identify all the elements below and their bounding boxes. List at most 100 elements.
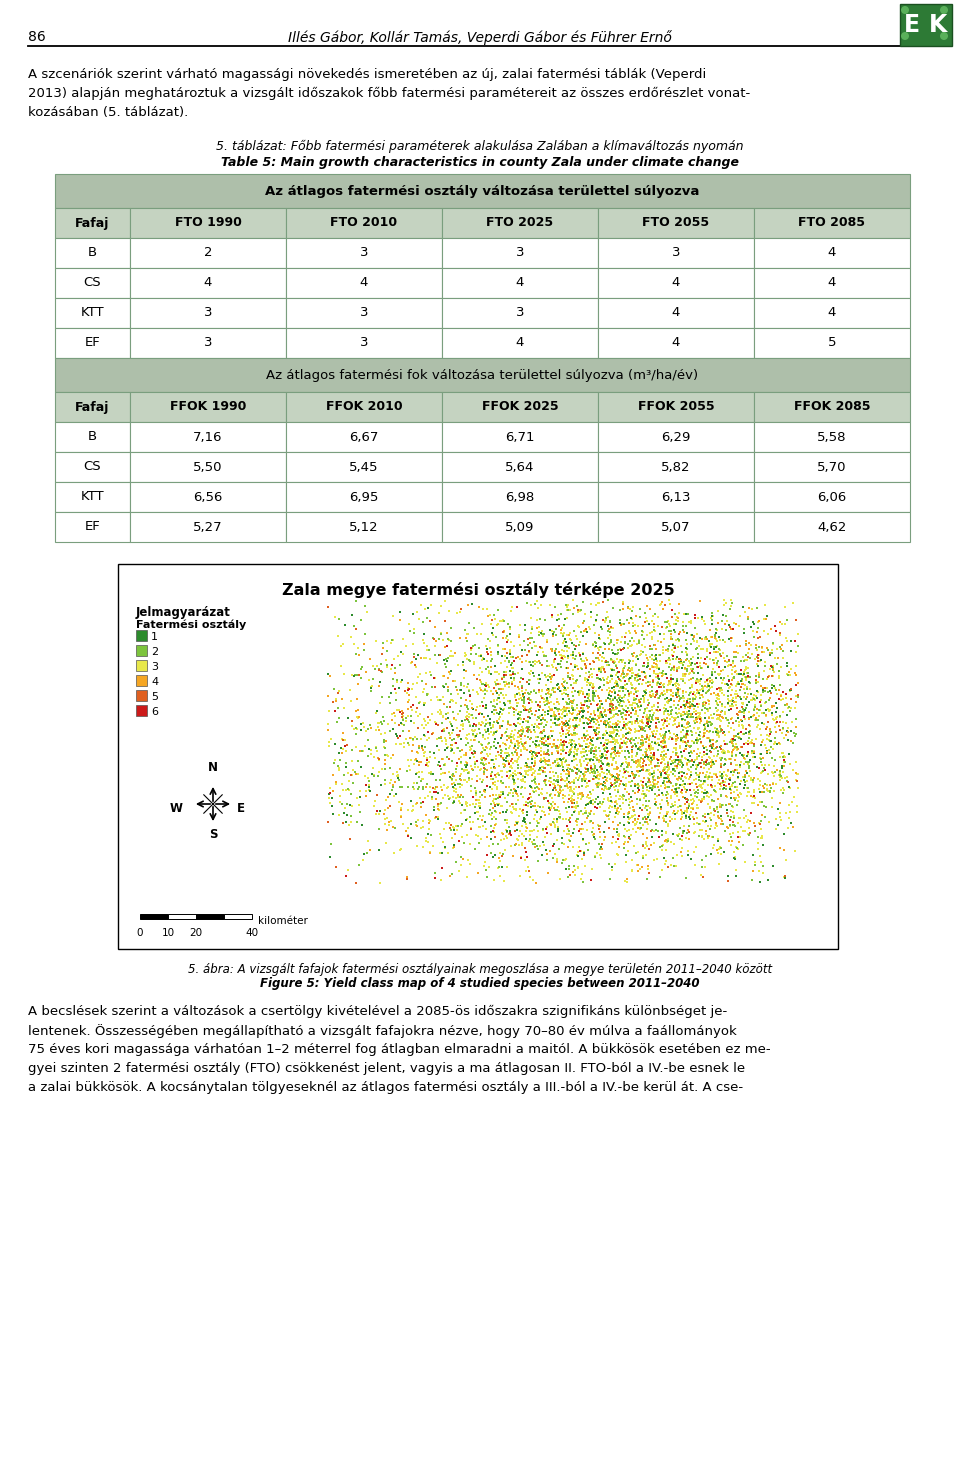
Point <box>699 680 714 703</box>
Point <box>712 746 728 770</box>
Point <box>565 758 581 782</box>
Point <box>663 699 679 723</box>
Point <box>413 795 428 819</box>
Point <box>697 770 712 794</box>
Point <box>726 611 741 635</box>
Point <box>429 712 444 736</box>
Point <box>582 715 597 739</box>
Point <box>724 727 739 751</box>
Point <box>563 689 578 712</box>
Point <box>681 797 696 821</box>
Point <box>566 729 582 752</box>
Point <box>562 779 577 803</box>
Point <box>568 671 584 695</box>
Point <box>412 752 427 776</box>
Point <box>658 696 673 720</box>
Point <box>441 678 456 702</box>
Point <box>688 702 704 726</box>
Point <box>526 807 541 831</box>
Point <box>384 657 399 681</box>
Point <box>581 689 596 712</box>
Point <box>661 769 677 792</box>
Point <box>732 806 747 830</box>
Text: 5: 5 <box>151 692 158 702</box>
Point <box>723 787 738 810</box>
Point <box>372 671 388 695</box>
Point <box>574 657 589 681</box>
Point <box>492 785 507 809</box>
Point <box>654 671 669 695</box>
Point <box>699 692 714 715</box>
Point <box>640 804 656 828</box>
Point <box>592 695 608 718</box>
Point <box>476 760 492 784</box>
Point <box>378 729 394 752</box>
Point <box>550 795 565 819</box>
Point <box>324 787 340 810</box>
Point <box>634 738 649 761</box>
Point <box>499 812 515 835</box>
Point <box>658 776 673 800</box>
Point <box>783 687 799 711</box>
Point <box>691 812 707 835</box>
Point <box>494 610 510 634</box>
Point <box>514 674 529 697</box>
Point <box>516 717 531 741</box>
Point <box>706 649 721 672</box>
Point <box>387 841 402 865</box>
Point <box>640 746 656 770</box>
Point <box>556 730 571 754</box>
Point <box>701 764 716 788</box>
Point <box>460 695 475 718</box>
Point <box>704 733 719 757</box>
Point <box>754 761 769 785</box>
Point <box>678 764 693 788</box>
Point <box>590 692 606 715</box>
Point <box>503 663 518 687</box>
Point <box>331 607 347 631</box>
Point <box>709 729 725 752</box>
Point <box>550 754 565 778</box>
Point <box>476 763 492 787</box>
Point <box>408 810 423 834</box>
Text: kilométer: kilométer <box>258 916 308 926</box>
Point <box>709 699 725 723</box>
Point <box>690 792 706 816</box>
Point <box>612 686 628 709</box>
Point <box>641 758 657 782</box>
Point <box>561 789 576 813</box>
Point <box>497 754 513 778</box>
Point <box>491 741 506 764</box>
Point <box>429 735 444 758</box>
Point <box>498 749 514 773</box>
Point <box>577 617 592 641</box>
Point <box>743 705 758 729</box>
Point <box>604 684 619 708</box>
Point <box>629 742 644 766</box>
Point <box>431 739 446 763</box>
Point <box>547 641 563 665</box>
Point <box>655 683 670 706</box>
Point <box>737 706 753 730</box>
Point <box>684 659 700 683</box>
Point <box>636 660 652 684</box>
Point <box>738 717 754 741</box>
Point <box>557 712 572 736</box>
Point <box>635 672 650 696</box>
Point <box>337 662 352 686</box>
Point <box>721 697 736 721</box>
Point <box>362 838 377 862</box>
Point <box>582 660 597 684</box>
Point <box>550 767 565 791</box>
Point <box>706 732 721 755</box>
Point <box>751 647 766 671</box>
Point <box>672 628 687 651</box>
Point <box>673 752 688 776</box>
Point <box>473 643 489 666</box>
Point <box>485 760 500 784</box>
Point <box>569 628 585 651</box>
Point <box>595 837 611 861</box>
Point <box>595 666 611 690</box>
Point <box>558 775 573 798</box>
Point <box>724 706 739 730</box>
